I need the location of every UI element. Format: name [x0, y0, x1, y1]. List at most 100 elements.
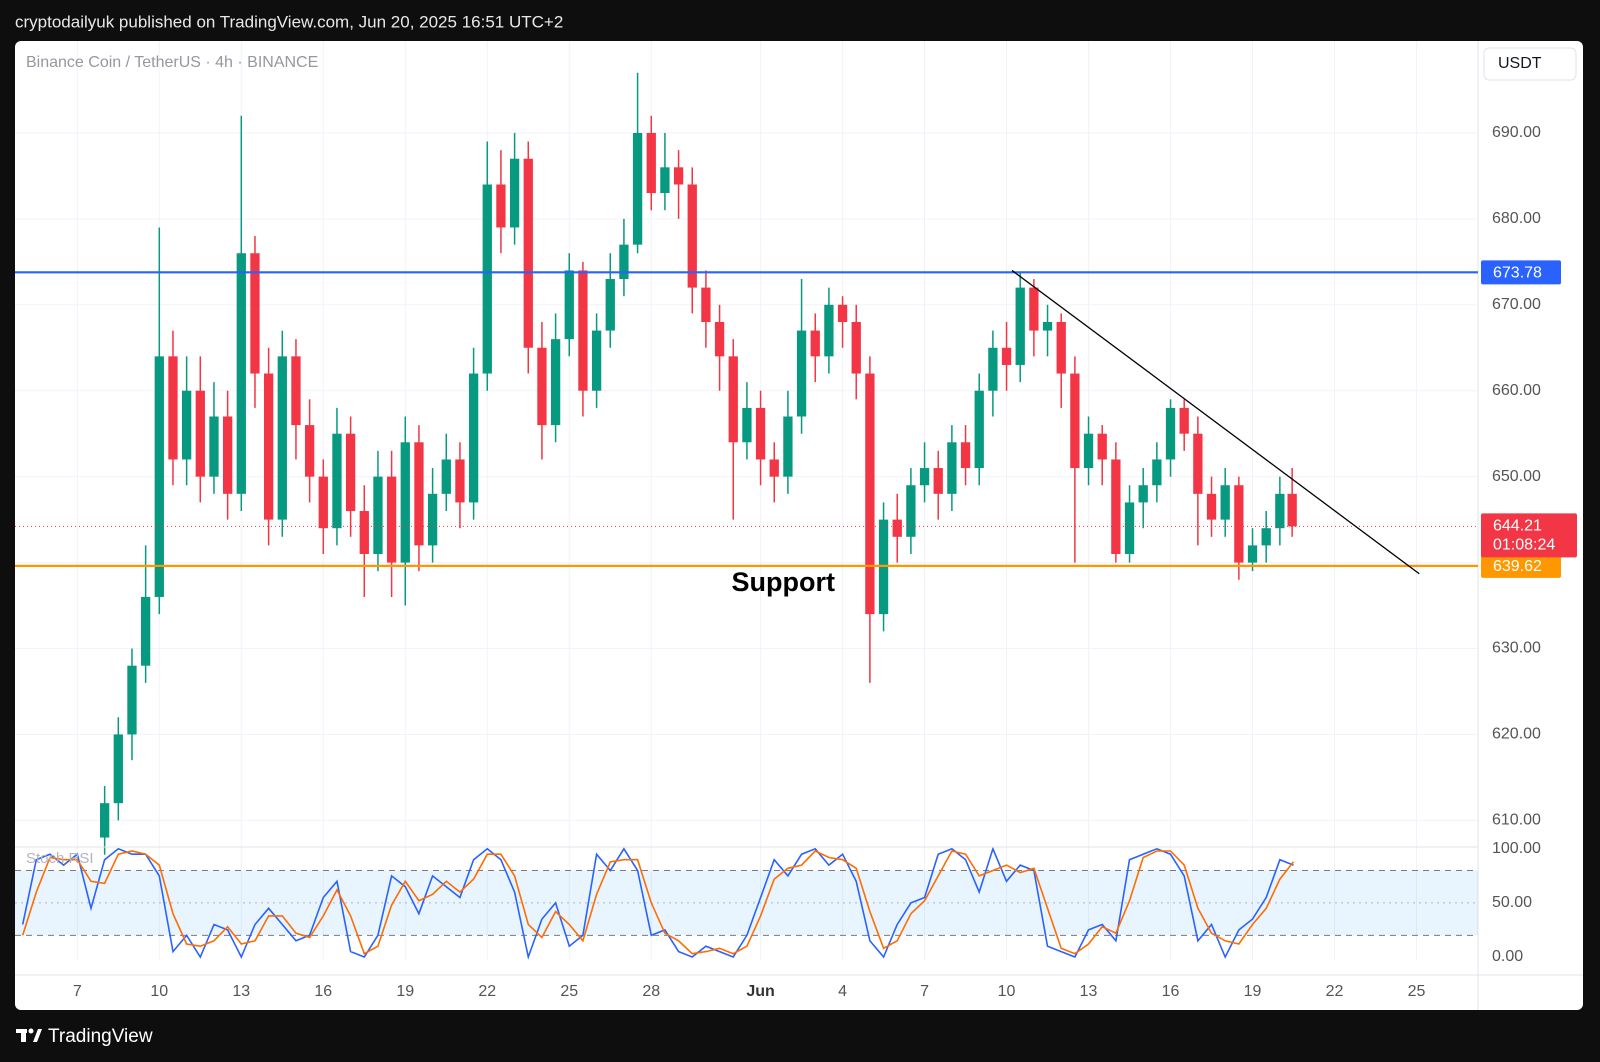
- candle-body: [236, 253, 246, 494]
- candle-body: [427, 493, 438, 546]
- candle-body: [113, 734, 123, 804]
- candle-body: [1111, 459, 1121, 554]
- stoch-line: [21, 850, 1295, 955]
- candle-body: [1206, 493, 1217, 520]
- candle-body: [263, 373, 274, 520]
- candle-body: [837, 304, 848, 322]
- candle-body: [619, 244, 629, 280]
- y-tick-label: 670.00: [1492, 296, 1541, 313]
- last-price-box: [1481, 513, 1577, 558]
- candle-body: [632, 132, 643, 245]
- candle-body: [755, 407, 766, 460]
- candle-body: [1261, 528, 1271, 546]
- candle-body: [414, 442, 424, 546]
- x-tick-label: 22: [478, 983, 496, 1000]
- candle-body: [496, 184, 506, 228]
- candle-body: [250, 253, 260, 374]
- candle-body: [1001, 347, 1012, 365]
- candle-body: [222, 416, 233, 494]
- x-tick-label: 16: [1162, 983, 1180, 1000]
- candle-body: [359, 511, 369, 554]
- candle-body: [304, 425, 315, 477]
- candle-body: [687, 184, 697, 288]
- y-tick-label: 630.00: [1492, 640, 1541, 657]
- candle-body: [127, 665, 137, 735]
- candle-body: [824, 304, 834, 357]
- candle-body: [318, 476, 328, 529]
- candle-body: [181, 390, 192, 460]
- x-tick-label: 7: [920, 983, 929, 1000]
- x-tick-label: 10: [150, 983, 168, 1000]
- candle-body: [441, 459, 451, 494]
- candle-body: [1056, 321, 1066, 374]
- x-tick-label: Jun: [746, 983, 774, 1000]
- candle-body: [701, 287, 711, 322]
- candle-body: [386, 476, 397, 563]
- candle-body: [455, 459, 465, 503]
- candle-body: [154, 356, 164, 597]
- candle-body: [1042, 321, 1053, 331]
- candle-body: [1179, 407, 1189, 434]
- candle-body: [1247, 545, 1258, 563]
- y-tick-label: 0.00: [1492, 948, 1523, 965]
- candle-body: [865, 373, 875, 615]
- candle-body: [769, 459, 779, 477]
- y-tick-label: 50.00: [1492, 894, 1532, 911]
- y-tick-label: 650.00: [1492, 468, 1541, 485]
- y-tick-label: 610.00: [1492, 812, 1541, 829]
- candle-body: [810, 330, 820, 357]
- candle-body: [728, 356, 738, 443]
- candle-body: [1220, 485, 1230, 520]
- candle-body: [1015, 287, 1025, 365]
- candle-body: [673, 167, 684, 185]
- candle-body: [509, 158, 520, 228]
- logo-part: [28, 1028, 34, 1034]
- candle-body: [564, 270, 574, 340]
- candle-body: [523, 158, 533, 348]
- currency: USDT: [1498, 55, 1542, 72]
- y-tick-label: 620.00: [1492, 726, 1541, 743]
- countdown: 01:08:24: [1493, 537, 1555, 554]
- candle-body: [1083, 433, 1094, 469]
- candle-body: [332, 433, 342, 529]
- symbol-title: Binance Coin / TetherUS · 4h · BINANCE: [26, 54, 318, 71]
- candle-body: [1097, 433, 1107, 460]
- candle-body: [714, 321, 725, 357]
- candle-body: [591, 330, 602, 391]
- candle-body: [277, 356, 287, 520]
- annotation: Support: [732, 567, 835, 597]
- candle-body: [345, 433, 356, 512]
- candle-body: [919, 468, 930, 486]
- stoch-line: [21, 846, 1294, 960]
- logo-part: [21, 1029, 26, 1042]
- x-tick-label: 22: [1326, 983, 1344, 1000]
- x-tick-label: 13: [232, 983, 250, 1000]
- candle-body: [1124, 502, 1135, 554]
- candle-body: [537, 347, 547, 426]
- level-label: 639.62: [1493, 558, 1542, 575]
- candle-body: [796, 330, 807, 417]
- logo: [16, 1028, 42, 1042]
- footer: TradingView: [48, 1026, 153, 1047]
- candle-body: [578, 270, 588, 391]
- candle-body: [373, 476, 383, 554]
- chart-panel: [15, 41, 1583, 1010]
- y-tick-label: 660.00: [1492, 382, 1541, 399]
- candle-body: [99, 803, 110, 838]
- candle-body: [291, 356, 301, 426]
- candle-body: [1029, 287, 1039, 331]
- candle-body: [1275, 493, 1285, 529]
- x-tick-label: 25: [560, 983, 578, 1000]
- candle-body: [933, 468, 943, 494]
- x-tick-label: 13: [1080, 983, 1098, 1000]
- candle-body: [468, 373, 479, 503]
- currency-box: [1483, 47, 1577, 81]
- level-label-box: [1481, 260, 1561, 285]
- candle-body: [892, 519, 902, 537]
- candle-body: [660, 167, 670, 194]
- candle-body: [605, 279, 615, 331]
- candle-body: [195, 390, 205, 477]
- indicator-title: Stoch RSI: [26, 850, 94, 867]
- candle-body: [550, 339, 561, 426]
